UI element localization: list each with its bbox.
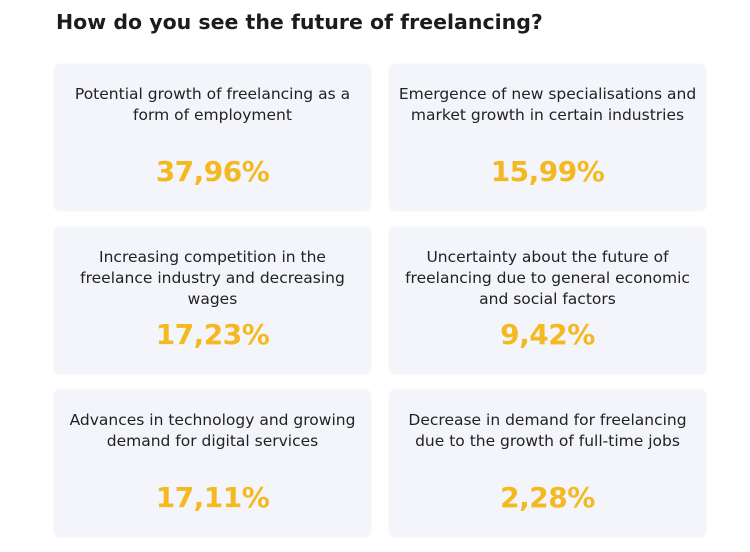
answer-card: Advances in technology and growing deman… — [54, 390, 371, 537]
answer-label: Uncertainty about the future of freelanc… — [405, 248, 690, 308]
answer-percentage: 15,99% — [490, 155, 605, 188]
answer-label: Increasing competition in the freelance … — [80, 248, 345, 308]
answer-percentage: 17,23% — [155, 318, 270, 351]
answer-label: Emergence of new specialisations and mar… — [398, 85, 697, 124]
answer-label: Advances in technology and growing deman… — [69, 411, 356, 450]
answer-percentage: 17,11% — [155, 481, 270, 514]
answer-label: Potential growth of freelancing as a for… — [74, 85, 351, 124]
answer-card: Increasing competition in the freelance … — [54, 227, 371, 374]
answer-card: Decrease in demand for freelancing due t… — [389, 390, 706, 537]
answer-percentage: 2,28% — [500, 481, 595, 514]
chart-title: How do you see the future of freelancing… — [56, 10, 543, 34]
answer-percentage: 9,42% — [500, 318, 595, 351]
answer-card: Emergence of new specialisations and mar… — [389, 64, 706, 211]
answer-label: Decrease in demand for freelancing due t… — [408, 411, 687, 450]
answer-percentage: 37,96% — [155, 155, 270, 188]
answer-card: Uncertainty about the future of freelanc… — [389, 227, 706, 374]
answer-card: Potential growth of freelancing as a for… — [54, 64, 371, 211]
answers-grid: Potential growth of freelancing as a for… — [54, 64, 706, 537]
